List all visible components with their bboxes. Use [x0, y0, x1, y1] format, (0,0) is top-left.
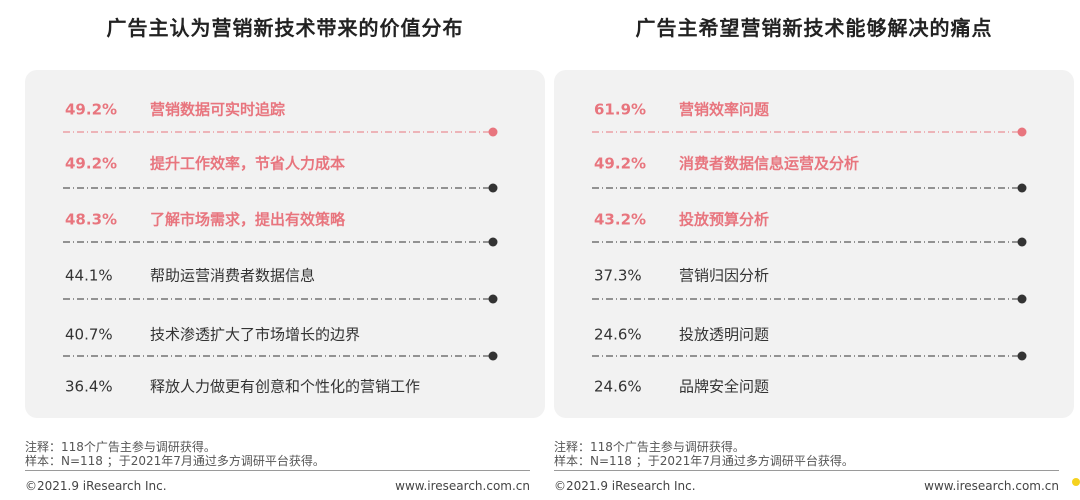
note-sample: 样本：N=118 ；于2021年7月通过多方调研平台获得。 [554, 454, 854, 468]
website-link[interactable]: www.iresearch.com.cn [395, 479, 530, 493]
category-label: 营销数据可实时追踪 [150, 101, 285, 119]
chart-title: 广告主认为营销新技术带来的价值分布 [106, 16, 464, 40]
row-end-dot-icon [488, 237, 498, 247]
footer: ©2021.9 iResearch Inc. www.iresearch.com… [25, 478, 530, 494]
chart-title: 广告主希望营销新技术能够解决的痛点 [635, 16, 993, 40]
value-label: 49.2% [65, 101, 117, 119]
left-chart-panel: 广告主认为营销新技术带来的价值分布 49.2% 营销数据可实时追踪 49.2% 提升工… [25, 0, 545, 500]
category-label: 投放预算分析 [679, 211, 769, 229]
row-end-dot-icon [1017, 294, 1027, 304]
value-label: 43.2% [594, 211, 646, 229]
chart-svg: 61.9% 营销效率问题 49.2% 消费者数据信息运营及分析 43.2% 投放预算分析 3… [592, 101, 1027, 396]
category-label: 帮助运营消费者数据信息 [150, 267, 315, 285]
note-sample: 样本：N=118 ；于2021年7月通过多方调研平台获得。 [25, 454, 325, 468]
right-chart-panel: 广告主希望营销新技术能够解决的痛点 61.9% 营销效率问题 49.2% 消费者数据信… [554, 0, 1074, 500]
category-label: 技术渗透扩大了市场增长的边界 [150, 326, 360, 344]
corner-dot-icon [1072, 478, 1080, 486]
chart-svg: 49.2% 营销数据可实时追踪 49.2% 提升工作效率，节省人力成本 48.3% 了解市… [63, 101, 498, 396]
value-label: 44.1% [65, 267, 113, 285]
category-label: 了解市场需求，提出有效策略 [150, 211, 346, 229]
row-end-dot-icon [1017, 351, 1027, 361]
chart-card: 61.9% 营销效率问题 49.2% 消费者数据信息运营及分析 43.2% 投放预算分析 3… [554, 70, 1074, 418]
value-label: 36.4% [65, 378, 113, 396]
row-end-dot-icon [488, 127, 498, 137]
category-label: 提升工作效率，节省人力成本 [150, 155, 345, 173]
row-end-dot-icon [1017, 183, 1027, 193]
notes: 注释：118个广告主参与调研获得。 样本：N=118 ；于2021年7月通过多方… [25, 440, 545, 468]
value-label: 61.9% [594, 101, 646, 119]
category-label: 释放人力做更有创意和个性化的营销工作 [150, 378, 420, 396]
row-end-dot-icon [488, 351, 498, 361]
notes: 注释：118个广告主参与调研获得。 样本：N=118 ；于2021年7月通过多方… [554, 440, 1074, 468]
note-comment: 注释：118个广告主参与调研获得。 [554, 440, 745, 454]
row-end-dot-icon [1017, 127, 1027, 137]
footer-divider [554, 470, 1059, 471]
value-label: 49.2% [65, 155, 117, 173]
footer-divider [25, 470, 530, 471]
category-label: 品牌安全问题 [679, 378, 769, 396]
value-label: 40.7% [65, 326, 113, 344]
category-label: 营销归因分析 [679, 267, 769, 285]
category-label: 营销效率问题 [679, 101, 770, 119]
note-comment: 注释：118个广告主参与调研获得。 [25, 440, 216, 454]
footer: ©2021.9 iResearch Inc. www.iresearch.com… [554, 478, 1059, 494]
chart-card: 49.2% 营销数据可实时追踪 49.2% 提升工作效率，节省人力成本 48.3% 了解市… [25, 70, 545, 418]
row-end-dot-icon [488, 183, 498, 193]
category-label: 投放透明问题 [679, 326, 769, 344]
website-link[interactable]: www.iresearch.com.cn [924, 479, 1059, 493]
copyright-text: ©2021.9 iResearch Inc. [25, 479, 167, 493]
value-label: 37.3% [594, 267, 642, 285]
category-label: 消费者数据信息运营及分析 [679, 155, 859, 173]
value-label: 48.3% [65, 211, 117, 229]
value-label: 24.6% [594, 326, 642, 344]
value-label: 24.6% [594, 378, 642, 396]
value-label: 49.2% [594, 155, 646, 173]
row-end-dot-icon [488, 294, 498, 304]
copyright-text: ©2021.9 iResearch Inc. [554, 479, 696, 493]
row-end-dot-icon [1017, 237, 1027, 247]
